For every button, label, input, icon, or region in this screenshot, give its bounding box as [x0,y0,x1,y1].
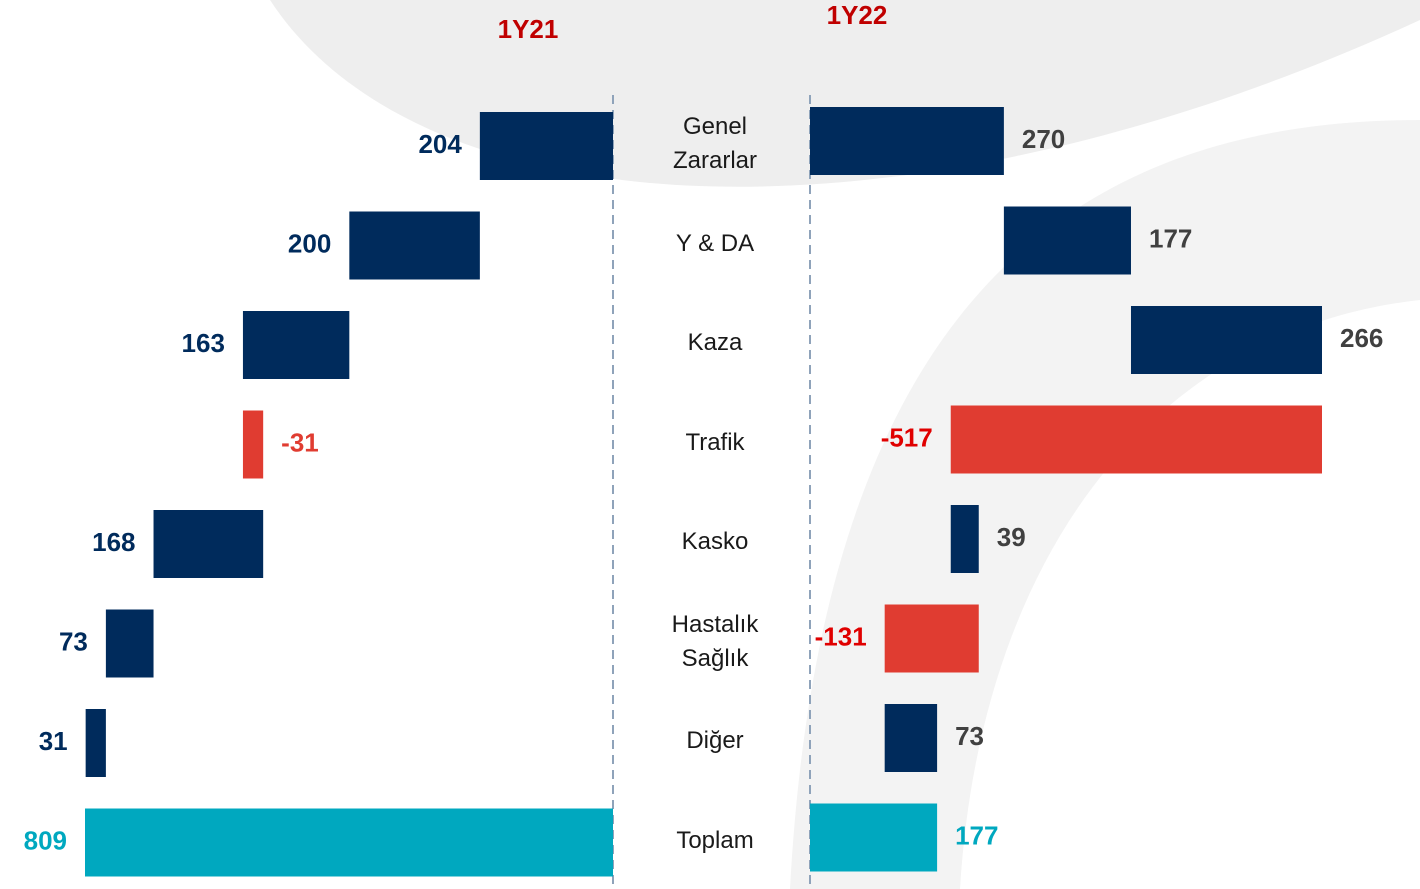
value-label: -517 [881,422,933,452]
value-label: 31 [39,726,68,756]
bar [242,410,264,479]
category-label: Genel Zararlar [672,113,757,174]
bar [85,808,613,877]
category-label: Trafik [685,428,745,456]
bar [85,709,106,777]
bar [1130,306,1322,374]
bar [950,505,979,573]
value-label: -131 [815,621,867,651]
chart-title: 1Y22 [827,0,888,30]
chart-title: 1Y21 [498,14,559,44]
category-label: Kasko [681,528,749,555]
category-label: Hastalık Sağlık [671,610,759,672]
value-label: -31 [281,427,319,457]
bar [1003,206,1131,275]
value-label: 177 [1149,223,1192,253]
value-label: 200 [288,228,331,258]
bar [884,704,938,772]
bar [242,311,350,379]
value-label: 266 [1340,323,1383,353]
bar [810,107,1004,175]
bar [153,510,264,578]
value-label: 809 [24,825,67,855]
value-label: 177 [955,820,998,850]
category-label: Y & DA [675,229,755,257]
value-label: 204 [418,129,462,159]
value-label: 168 [92,527,135,557]
bar [810,803,938,872]
bar [105,609,154,678]
bar [349,211,480,280]
bar [950,405,1322,474]
category-label: Kaza [687,329,743,356]
bar [479,112,613,180]
value-label: 73 [59,626,88,656]
bar [884,604,979,673]
category-label: Diğer [686,727,744,754]
value-label: 39 [997,522,1026,552]
value-label: 270 [1022,124,1065,154]
value-label: 73 [955,721,984,751]
value-label: 163 [182,328,225,358]
category-label: Toplam [676,826,754,854]
